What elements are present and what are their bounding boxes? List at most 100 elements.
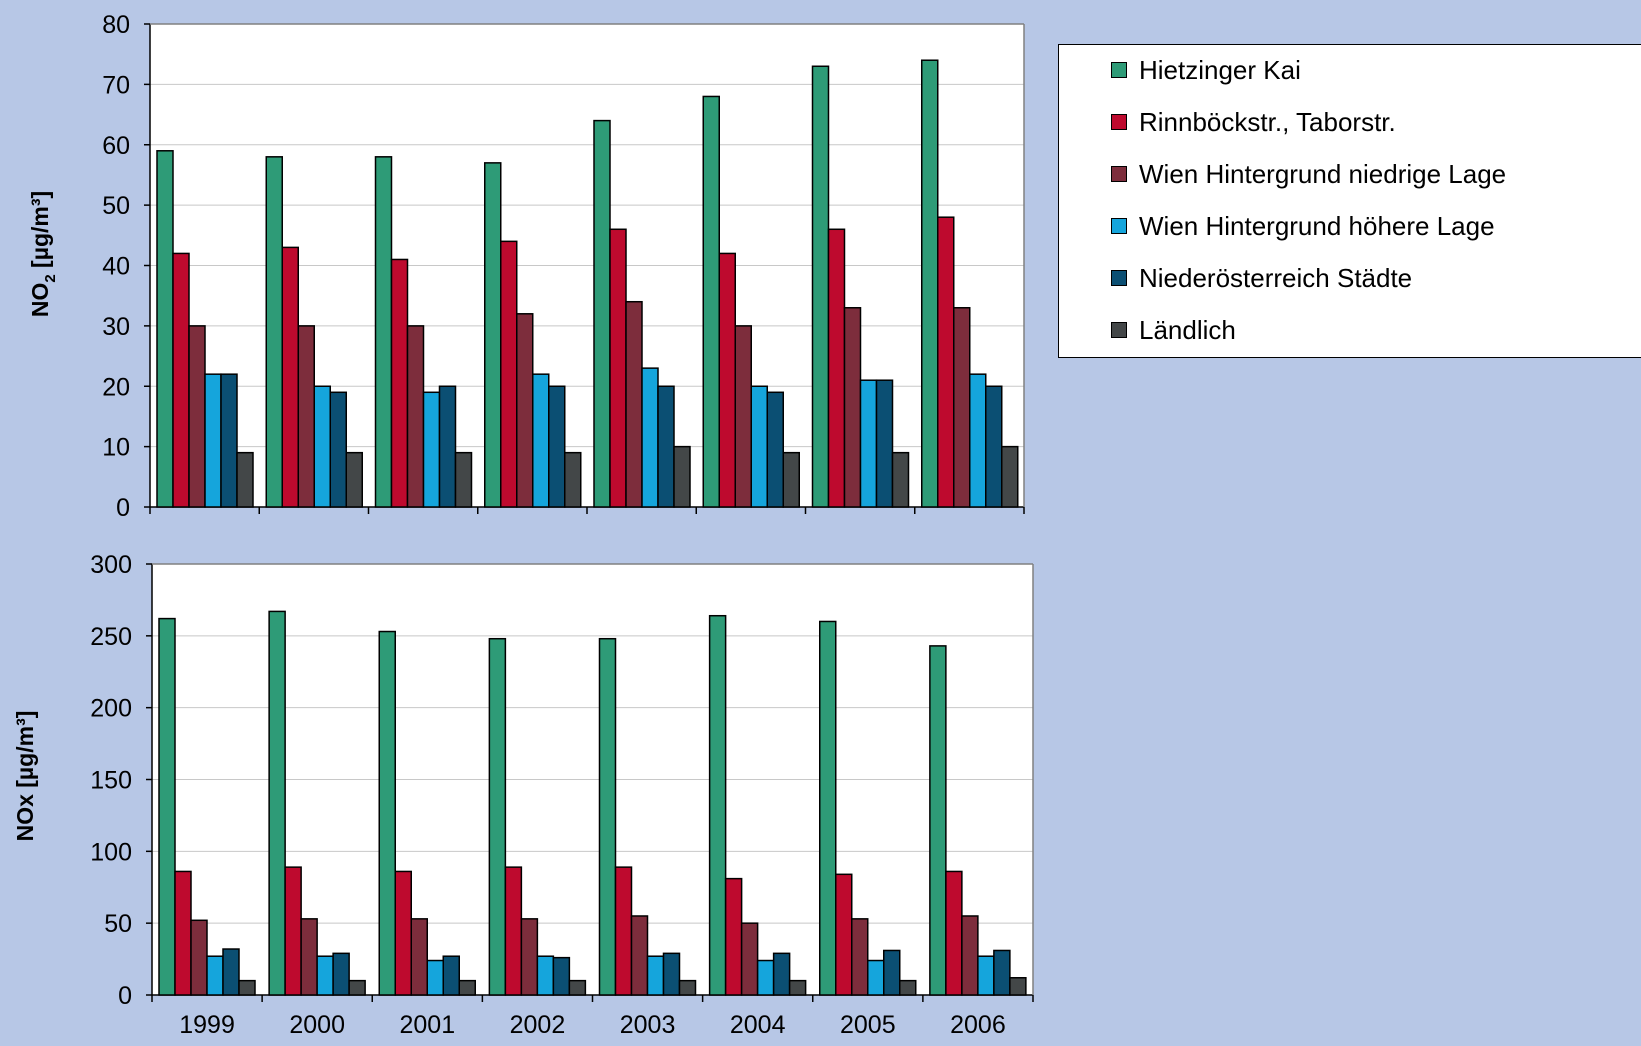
bar — [750, 385, 768, 508]
bar — [548, 385, 566, 508]
no2-chart: 0 10 20 30 40 50 60 70 80 — [102, 11, 1025, 522]
bar — [782, 451, 800, 508]
bar — [564, 451, 582, 508]
bar — [598, 637, 617, 996]
bar — [316, 955, 334, 996]
bar — [156, 150, 174, 508]
bar — [174, 870, 192, 996]
y-tick-label: 50 — [104, 910, 132, 938]
legend-swatch — [1111, 114, 1127, 130]
bar — [614, 866, 633, 996]
y-tick-label: 150 — [90, 767, 132, 795]
x-tick-label: 2005 — [840, 1011, 896, 1039]
bar — [899, 979, 917, 996]
bar — [238, 979, 256, 996]
legend-item: Wien Hintergrund höhere Lage — [1111, 211, 1495, 241]
bar — [552, 956, 571, 996]
legend-item: Hietzinger Kai — [1111, 55, 1301, 85]
bar — [190, 919, 208, 996]
bar — [921, 59, 939, 508]
bar — [835, 873, 853, 996]
bar — [222, 948, 240, 996]
x-tick-label: 2003 — [620, 1011, 676, 1039]
y-tick-label: 30 — [102, 313, 130, 341]
legend: Hietzinger Kai Rinnböckstr., Taborstr. W… — [1058, 44, 1641, 358]
y-tick-label: 60 — [102, 132, 130, 160]
bar — [702, 95, 720, 508]
bar — [520, 918, 539, 996]
legend-label: Ländlich — [1139, 314, 1236, 345]
x-tick-label: 1999 — [179, 1011, 235, 1039]
bar — [188, 325, 206, 508]
bar — [1001, 445, 1019, 508]
bar — [500, 240, 518, 508]
y-tick-label: 10 — [102, 434, 130, 462]
x-tick-label: 2001 — [400, 1011, 456, 1039]
bar — [265, 156, 283, 508]
y-tick-label: 40 — [102, 253, 130, 281]
bar — [345, 451, 363, 508]
y-tick-label: 100 — [90, 838, 132, 866]
legend-swatch — [1111, 62, 1127, 78]
bar — [568, 979, 587, 996]
bar — [766, 391, 784, 508]
y-tick-label: 250 — [90, 623, 132, 651]
bar — [236, 451, 254, 508]
bar — [390, 258, 409, 508]
bar — [969, 373, 987, 508]
bar — [625, 300, 643, 508]
bar — [394, 870, 412, 996]
bar — [724, 877, 743, 996]
bar — [851, 918, 869, 996]
legend-label: Wien Hintergrund niedrige Lage — [1139, 158, 1507, 189]
bar — [406, 325, 425, 508]
bar — [985, 385, 1003, 508]
bar — [442, 955, 460, 996]
bar — [281, 246, 299, 508]
y-tick-label: 0 — [116, 494, 130, 522]
legend-label: Wien Hintergrund höhere Lage — [1139, 210, 1495, 241]
nox-y-axis-title: NOx [µg/m³] — [12, 711, 38, 842]
bar — [204, 373, 222, 508]
bar — [734, 325, 752, 508]
x-tick-label: 2006 — [950, 1011, 1006, 1039]
bar — [268, 610, 286, 996]
legend-swatch — [1111, 270, 1127, 286]
bar — [811, 65, 830, 508]
bar — [297, 325, 315, 508]
bar — [993, 949, 1011, 996]
bar — [300, 918, 318, 996]
y-tick-label: 80 — [102, 11, 130, 39]
bar — [859, 379, 878, 508]
y-tick-label: 0 — [118, 982, 132, 1010]
bar — [641, 367, 659, 508]
bar — [678, 979, 697, 996]
bar — [953, 307, 971, 508]
legend-item: Ländlich — [1111, 315, 1236, 345]
bar — [422, 391, 441, 508]
bar — [458, 979, 476, 996]
bar — [945, 870, 963, 996]
bar — [348, 979, 366, 996]
bar — [158, 617, 176, 996]
x-tick-label: 2004 — [730, 1011, 786, 1039]
bar — [454, 451, 473, 508]
no2-y-axis-title: NO2 [µg/m³] — [27, 191, 59, 317]
legend-item: Rinnböckstr., Taborstr. — [1111, 107, 1396, 137]
legend-swatch — [1111, 322, 1127, 338]
legend-label: Rinnböckstr., Taborstr. — [1139, 106, 1396, 137]
bar — [756, 959, 775, 996]
y-tick-label: 50 — [102, 192, 130, 220]
bar — [929, 645, 947, 996]
bar — [1009, 977, 1027, 996]
bar — [891, 451, 910, 508]
bar — [609, 228, 627, 508]
bar — [673, 445, 691, 508]
bar — [593, 119, 611, 508]
bar — [378, 630, 396, 996]
bar — [438, 385, 457, 508]
x-tick-label: 2002 — [510, 1011, 566, 1039]
bar — [961, 915, 979, 996]
bar — [220, 373, 238, 508]
